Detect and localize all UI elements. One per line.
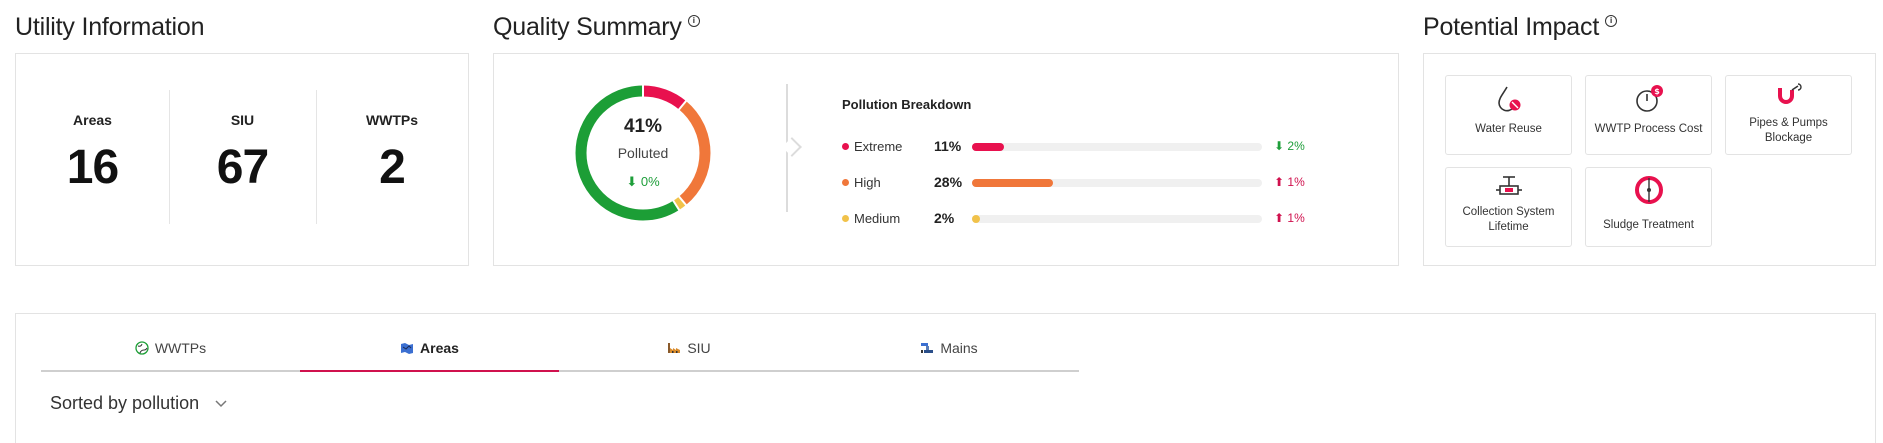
pipe-blockage-icon	[1777, 83, 1802, 104]
stat-siu[interactable]: SIU 67	[169, 54, 316, 265]
impact-label: Collection System Lifetime	[1462, 206, 1555, 233]
stat-label: Areas	[73, 112, 112, 128]
pollution-breakdown-title: Pollution Breakdown	[842, 97, 972, 112]
quality-summary-card: 41% Polluted ⬇ 0% Pollution Breakdown Ex…	[493, 53, 1399, 266]
pollution-level-value: 2%	[934, 210, 955, 226]
sort-label: Sorted by pollution	[50, 393, 200, 413]
divider	[169, 90, 170, 224]
divider	[316, 90, 317, 224]
donut-separator	[671, 199, 681, 212]
impact-wwtp-process-cost[interactable]: $ WWTP Process Cost	[1585, 75, 1712, 155]
impact-pipes-pumps-blockage[interactable]: Pipes & Pumps Blockage	[1725, 75, 1852, 155]
donut-separator	[677, 99, 688, 111]
pollution-row-extreme: Extreme 11% ⬇ 2%	[842, 137, 1305, 157]
tab-bar: WWTPs Areas SIU Main	[41, 314, 1079, 372]
potential-impact-card: Water Reuse $ WWTP Process Cost Pipes & …	[1423, 53, 1876, 266]
progress-fill	[972, 179, 1054, 187]
donut-segment-high	[575, 85, 711, 221]
pollution-level-name: Medium	[854, 211, 901, 226]
factory-icon	[668, 343, 681, 353]
utility-info-card: Areas 16 SIU 67 WWTPs 2	[15, 53, 469, 266]
impact-collection-system-lifetime[interactable]: Collection System Lifetime	[1445, 167, 1572, 247]
potential-impact-title: Potential Impact i	[1423, 13, 1618, 42]
pollution-delta: ⬆ 1%	[1274, 175, 1305, 189]
utility-info-title: Utility Information	[15, 13, 205, 41]
legend-dot	[842, 179, 849, 186]
stat-label: SIU	[230, 112, 255, 128]
tab-wwtps[interactable]: WWTPs	[41, 326, 300, 372]
tab-mains[interactable]: Mains	[819, 326, 1079, 372]
arrow-down-icon: ⬇	[626, 174, 638, 189]
sludge-tank-icon	[1634, 176, 1663, 204]
tab-siu[interactable]: SIU	[559, 326, 819, 372]
chevron-down-icon	[215, 399, 227, 407]
impact-water-reuse[interactable]: Water Reuse	[1445, 75, 1572, 155]
impact-sludge-treatment[interactable]: Sludge Treatment	[1585, 167, 1712, 247]
progress-fill	[972, 143, 1004, 151]
stat-label: WWTPs	[365, 112, 419, 128]
pollution-delta: ⬇ 2%	[1274, 139, 1305, 153]
valve-icon	[1495, 176, 1522, 195]
tab-areas[interactable]: Areas	[300, 326, 559, 372]
progress-track	[972, 215, 1262, 223]
water-drop-icon	[1497, 86, 1520, 112]
donut-separator	[677, 195, 688, 207]
progress-track	[972, 143, 1262, 151]
legend-dot	[842, 143, 849, 150]
impact-label: WWTP Process Cost	[1594, 123, 1703, 135]
stat-value: 16	[66, 141, 119, 194]
info-circle-icon[interactable]: i	[687, 15, 700, 27]
cost-gauge-icon: $	[1635, 85, 1663, 112]
pollution-level-value: 28%	[934, 174, 963, 190]
progress-track	[972, 179, 1262, 187]
map-icon	[401, 343, 414, 354]
pollution-row-high: High 28% ⬆ 1%	[842, 173, 1305, 193]
donut-label: Polluted	[617, 145, 669, 161]
stat-value: 2	[379, 141, 406, 194]
pipes-icon	[921, 343, 934, 353]
stat-wwtps[interactable]: WWTPs 2	[316, 54, 468, 265]
list-panel: WWTPs Areas SIU Main	[15, 313, 1876, 443]
impact-label: Water Reuse	[1475, 123, 1542, 135]
pollution-level-name: High	[854, 175, 881, 190]
impact-label: Sludge Treatment	[1603, 219, 1694, 231]
pollution-delta: ⬆ 1%	[1274, 211, 1305, 225]
arrow-up-icon: ⬆	[1274, 211, 1285, 225]
pollution-level-value: 11%	[934, 138, 962, 154]
arrow-down-icon: ⬇	[1274, 139, 1285, 153]
globe-icon	[135, 341, 149, 355]
svg-text:$: $	[1654, 87, 1660, 96]
legend-dot	[842, 215, 849, 222]
progress-fill	[972, 215, 980, 223]
sort-dropdown[interactable]: Sorted by pollution	[50, 393, 227, 414]
pollution-level-name: Extreme	[854, 139, 903, 154]
impact-label: Pipes & Pumps Blockage	[1749, 117, 1828, 144]
donut-delta: ⬇ 0%	[626, 174, 660, 189]
arrow-up-icon: ⬆	[1274, 175, 1285, 189]
donut-percent: 41%	[623, 116, 663, 137]
pollution-row-medium: Medium 2% ⬆ 1%	[842, 209, 1305, 229]
stat-value: 67	[216, 141, 269, 194]
stat-areas[interactable]: Areas 16	[16, 54, 169, 265]
quality-summary-title: Quality Summary i	[493, 13, 700, 42]
pollution-donut-chart	[575, 84, 711, 221]
info-circle-icon[interactable]: i	[1605, 15, 1618, 27]
